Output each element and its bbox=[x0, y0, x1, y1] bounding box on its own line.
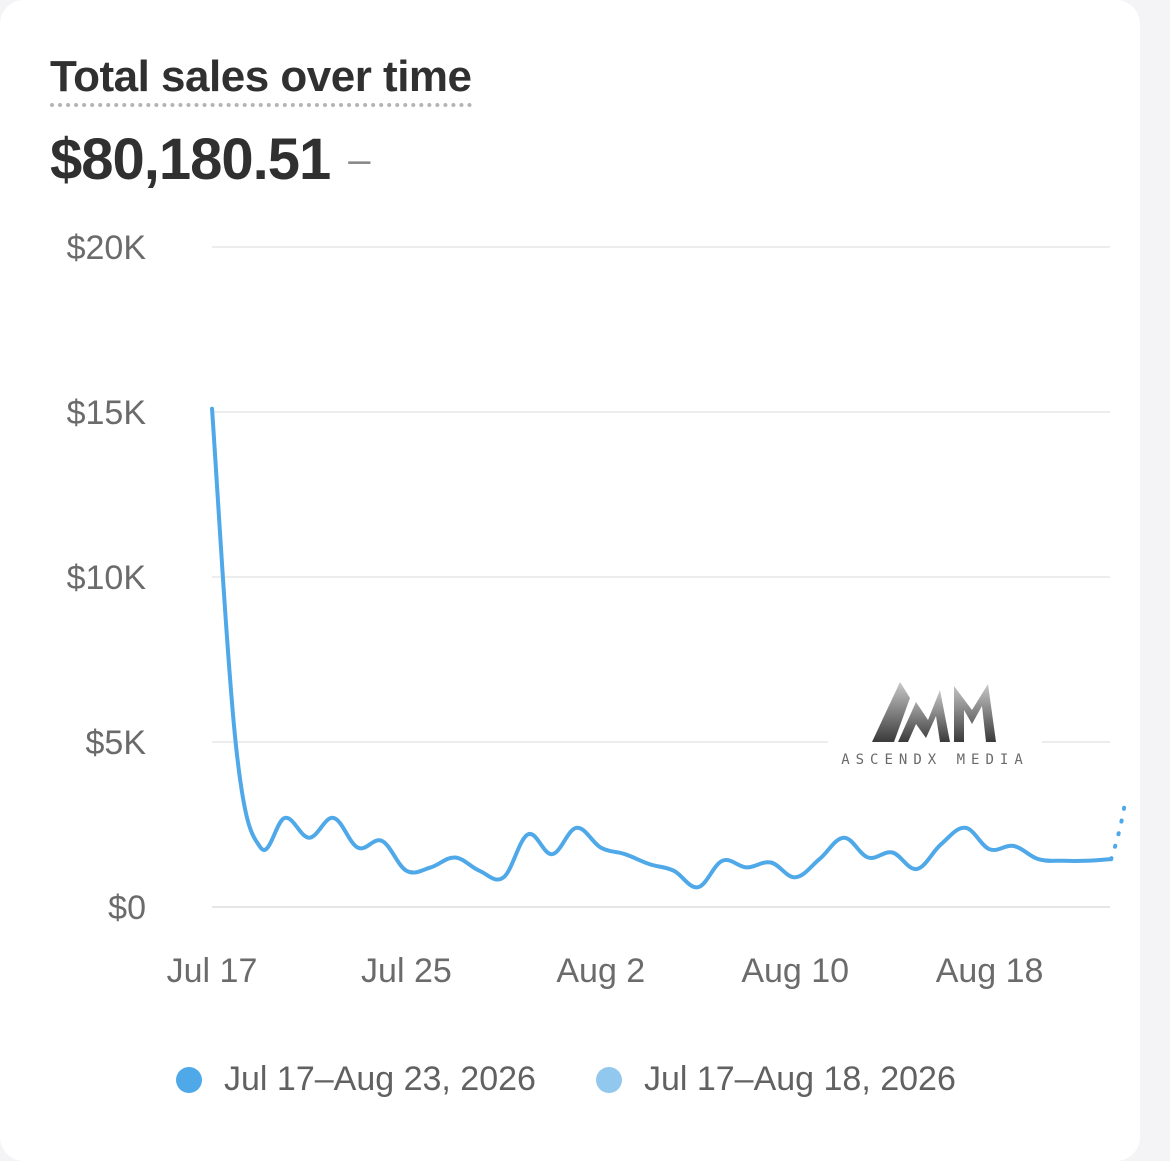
y-tick-label: $10K bbox=[67, 559, 147, 597]
sales-line-chart: $0 $5K $10K $15K $20K Jul 17 Jul 25 Aug 2 Aug 10… bbox=[67, 229, 1128, 990]
total-sales-value: $80,180.51 bbox=[50, 127, 331, 192]
series-line-incomplete bbox=[1109, 796, 1128, 862]
sales-card: Total sales over time $80,180.51 – $0 $5K… bbox=[0, 0, 1140, 1161]
change-indicator: – bbox=[348, 138, 371, 182]
y-tick-label: $5K bbox=[86, 724, 147, 762]
watermark-logo-icon: ASCENDX MEDIA bbox=[841, 682, 1029, 768]
legend-dot-comparison bbox=[595, 1066, 622, 1093]
x-tick-label: Aug 10 bbox=[741, 952, 849, 990]
legend-label-comparison: Jul 17–Aug 18, 2026 bbox=[643, 1060, 956, 1098]
y-tick-label: $20K bbox=[67, 229, 147, 267]
x-tick-label: Aug 2 bbox=[556, 952, 645, 990]
legend-item-comparison[interactable]: Jul 17–Aug 18, 2026 bbox=[595, 1060, 956, 1099]
chart-legend: Jul 17–Aug 23, 2026 Jul 17–Aug 18, 2026 bbox=[176, 1060, 1016, 1099]
y-tick-label: $15K bbox=[67, 394, 147, 432]
watermark-text: ASCENDX MEDIA bbox=[841, 752, 1029, 768]
x-tick-label: Aug 18 bbox=[936, 952, 1044, 990]
x-tick-label: Jul 25 bbox=[361, 952, 452, 990]
series-line-current bbox=[210, 406, 1114, 890]
total-row: $80,180.51 – bbox=[50, 128, 371, 192]
legend-item-current[interactable]: Jul 17–Aug 23, 2026 bbox=[176, 1060, 536, 1099]
y-tick-label: $0 bbox=[108, 889, 146, 927]
legend-dot-current bbox=[176, 1066, 202, 1093]
legend-label-current: Jul 17–Aug 23, 2026 bbox=[224, 1060, 536, 1098]
watermark: ASCENDX MEDIA bbox=[828, 676, 1042, 772]
x-tick-label: Jul 17 bbox=[167, 952, 258, 990]
chart-title[interactable]: Total sales over time bbox=[50, 52, 472, 107]
